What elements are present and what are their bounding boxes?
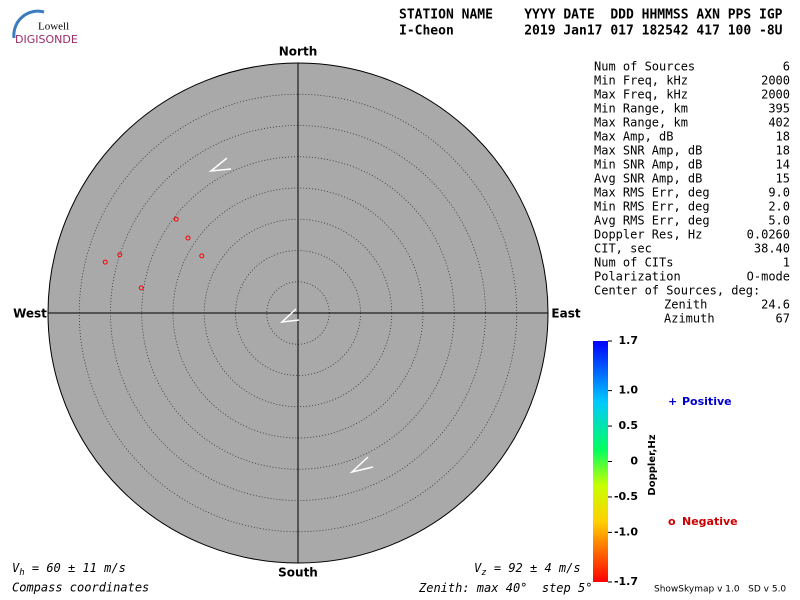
logo-bottom: DIGISONDE (15, 33, 78, 46)
velocity-arrows (208, 157, 374, 474)
south: South (278, 566, 318, 580)
stat-label: Max RMS Err, deg (594, 186, 710, 200)
colorbar-tick-label: 0.5 (619, 419, 639, 432)
stat-value: 18 (776, 130, 790, 144)
stat-value: 402 (768, 116, 790, 130)
stat-value: 2000 (761, 88, 790, 102)
stat-value: O-mode (747, 270, 790, 284)
source-point (173, 216, 179, 222)
stat-value: 2000 (761, 74, 790, 88)
stat-label: Min RMS Err, deg (594, 200, 710, 214)
west: West (13, 307, 47, 321)
zenith-info: Zenith: max 40° step 5° (418, 581, 592, 595)
stat-value: 395 (768, 102, 790, 116)
colorbar-label: Doppler,Hz (647, 434, 658, 495)
header-labels: STATION NAME YYYY DATE DDD HHMMSS AXN PP… (399, 8, 783, 23)
stat-label: Num of Sources (594, 60, 695, 74)
stat-label: Avg RMS Err, deg (594, 214, 710, 228)
center-azimuth-label: Azimuth (664, 312, 715, 326)
stat-value: 2.0 (768, 200, 790, 214)
east: East (551, 307, 580, 321)
stat-label: Max SNR Amp, dB (594, 144, 702, 158)
source-point (185, 235, 191, 241)
stat-value: 18 (776, 144, 790, 158)
stat-label: Polarization (594, 270, 681, 284)
legend-negative-symbol: o (668, 515, 676, 528)
stat-label: CIT, sec (594, 242, 652, 256)
footer-right: ShowSkymap v 1.0 SD v 5.0 (654, 585, 786, 595)
center-azimuth-value: 67 (776, 312, 790, 326)
vh: Vh = 60 ± 11 m/s (12, 561, 126, 578)
stat-label: Avg SNR Amp, dB (594, 172, 702, 186)
stat-value: 9.0 (768, 186, 790, 200)
colorbar-tick-label: 1.7 (619, 334, 639, 347)
logo-top: Lowell (38, 21, 69, 33)
colorbar (593, 341, 608, 582)
stat-label: Max Range, km (594, 116, 688, 130)
stat-label: Min SNR Amp, dB (594, 158, 702, 172)
colorbar-tick-label: -0.5 (614, 490, 638, 503)
center-zenith-label: Zenith (664, 298, 707, 312)
header-values: I-Cheon 2019 Jan17 017 182542 417 100 -8… (399, 24, 783, 39)
stat-label: Max Freq, kHz (594, 88, 688, 102)
stat-value: 15 (776, 172, 790, 186)
center-zenith-value: 24.6 (761, 298, 790, 312)
source-point (199, 253, 205, 259)
colorbar-tick-label: -1.7 (614, 575, 638, 588)
north: North (279, 45, 317, 59)
stat-value: 0.0260 (747, 228, 790, 242)
stat-label: Min Freq, kHz (594, 74, 688, 88)
logo-arc (12, 9, 45, 39)
stat-value: 6 (783, 60, 790, 74)
legend-positive: Positive (682, 395, 732, 408)
footer-left: Compass coordinates (12, 581, 149, 595)
stat-label: Min Range, km (594, 102, 688, 116)
colorbar-tick-label: 0 (630, 455, 638, 468)
legend-negative: Negative (682, 515, 738, 528)
stat-value: 14 (776, 158, 790, 172)
legend-positive-symbol: + (668, 395, 677, 408)
stat-value: 5.0 (768, 214, 790, 228)
stat-label: Num of CITs (594, 256, 673, 270)
source-point (138, 285, 144, 291)
center-label: Center of Sources, deg: (594, 284, 760, 298)
colorbar-tick-label: 1.0 (619, 384, 639, 397)
colorbar-tick-label: -1.0 (614, 525, 638, 538)
source-point (117, 252, 123, 258)
vz: Vz = 92 ± 4 m/s (474, 561, 581, 578)
stat-label: Doppler Res, Hz (594, 228, 702, 242)
stat-label: Max Amp, dB (594, 130, 673, 144)
stat-value: 1 (783, 256, 790, 270)
source-point (102, 259, 108, 265)
stat-value: 38.40 (754, 242, 790, 256)
